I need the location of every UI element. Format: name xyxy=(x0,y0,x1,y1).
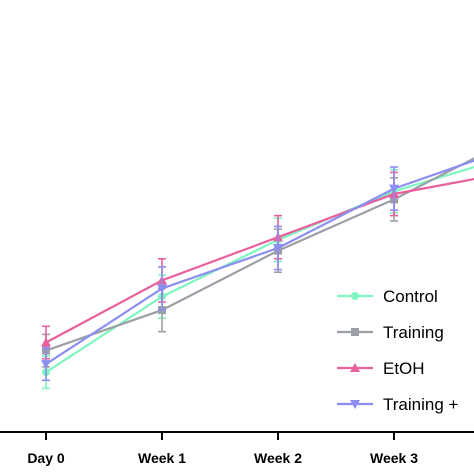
legend-marker xyxy=(351,292,359,300)
legend-label: EtOH xyxy=(383,359,425,378)
legend-item: Control xyxy=(337,287,438,306)
legend-label: Training xyxy=(383,323,444,342)
series-line xyxy=(45,157,474,352)
series-layer xyxy=(41,157,474,390)
legend-marker xyxy=(351,328,359,336)
legend-marker xyxy=(350,363,360,372)
series-line xyxy=(45,177,474,344)
x-tick-label: Week 2 xyxy=(254,450,302,466)
data-point xyxy=(41,360,51,370)
legend-label: Training + xyxy=(383,395,459,414)
x-tick-label: Week 1 xyxy=(138,450,186,466)
data-point xyxy=(273,244,283,253)
legend-item: Training xyxy=(337,323,444,342)
legend-marker xyxy=(350,400,360,409)
legend: Control Training EtOH Training + xyxy=(337,287,459,414)
legend-label: Control xyxy=(383,287,438,306)
data-point xyxy=(389,184,399,194)
series-training xyxy=(41,159,474,382)
x-tick-label: Day 0 xyxy=(27,450,65,466)
legend-item: Training + xyxy=(337,395,459,414)
legend-item: EtOH xyxy=(337,359,425,378)
data-point xyxy=(157,284,167,294)
data-point xyxy=(41,337,51,347)
x-tick-label: Week 3 xyxy=(370,450,418,466)
